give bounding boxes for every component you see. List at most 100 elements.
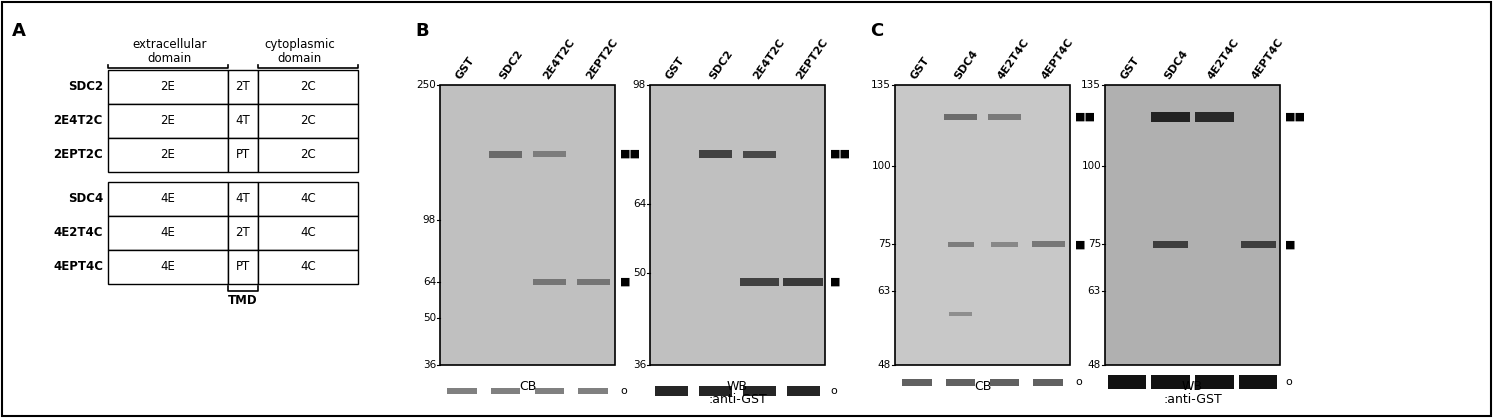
Bar <box>944 114 976 120</box>
Bar <box>1032 241 1065 247</box>
Bar <box>107 138 228 172</box>
Bar <box>107 250 228 284</box>
Bar <box>894 85 1070 365</box>
Text: SDC4: SDC4 <box>67 193 103 206</box>
Bar <box>228 250 258 284</box>
Text: A: A <box>12 22 25 40</box>
Text: 64: 64 <box>423 277 436 287</box>
Bar <box>655 386 688 396</box>
Text: 4E: 4E <box>161 260 176 273</box>
Text: 50: 50 <box>423 313 436 323</box>
Bar <box>258 216 358 250</box>
Bar <box>258 104 358 138</box>
Bar <box>440 85 615 365</box>
Text: 2C: 2C <box>300 148 317 161</box>
Text: 2T: 2T <box>236 81 251 94</box>
Text: 2EPT2C: 2EPT2C <box>585 37 620 81</box>
Bar <box>107 104 228 138</box>
Text: 48: 48 <box>878 360 891 370</box>
Bar <box>258 70 358 104</box>
Text: 4E2T4C: 4E2T4C <box>1206 37 1241 81</box>
Text: 4E: 4E <box>161 227 176 240</box>
Text: GST: GST <box>454 55 476 81</box>
Text: 135: 135 <box>870 80 891 90</box>
Bar <box>784 278 823 286</box>
Text: 98: 98 <box>423 215 436 225</box>
Text: extracellular: extracellular <box>133 38 208 51</box>
Text: 2EPT2C: 2EPT2C <box>54 148 103 161</box>
Bar <box>576 279 609 285</box>
Bar <box>1033 379 1063 386</box>
Text: ■: ■ <box>620 277 630 287</box>
Text: CB: CB <box>973 380 991 393</box>
Bar <box>533 279 566 285</box>
Text: o: o <box>830 386 836 396</box>
Bar <box>739 278 779 286</box>
Text: 4C: 4C <box>300 227 317 240</box>
Bar <box>699 386 732 396</box>
Text: 2E4T2C: 2E4T2C <box>751 37 787 81</box>
Text: 63: 63 <box>1088 286 1100 296</box>
Text: SDC4: SDC4 <box>1163 48 1190 81</box>
Text: 64: 64 <box>633 199 646 209</box>
Text: ■■: ■■ <box>1285 112 1306 122</box>
Text: 100: 100 <box>872 161 891 171</box>
Text: 4E2T4C: 4E2T4C <box>54 227 103 240</box>
Text: PT: PT <box>236 148 251 161</box>
Text: 250: 250 <box>417 80 436 90</box>
Bar <box>947 379 975 386</box>
Text: 4EPT4C: 4EPT4C <box>1250 36 1285 81</box>
Bar <box>744 386 776 396</box>
Text: 2C: 2C <box>300 115 317 127</box>
Bar <box>228 138 258 172</box>
Bar <box>107 182 228 216</box>
Bar <box>228 182 258 216</box>
Bar <box>948 242 973 247</box>
Text: GST: GST <box>664 55 687 81</box>
Bar <box>1153 241 1188 247</box>
Text: ■■: ■■ <box>830 149 851 159</box>
Text: TMD: TMD <box>228 294 258 307</box>
Text: 75: 75 <box>1088 239 1100 249</box>
Bar <box>649 85 826 365</box>
Text: 4EPT4C: 4EPT4C <box>1041 36 1075 81</box>
Text: B: B <box>415 22 428 40</box>
Text: 36: 36 <box>633 360 646 370</box>
Bar <box>533 151 566 157</box>
Text: 50: 50 <box>633 268 646 278</box>
Text: domain: domain <box>148 52 193 65</box>
Text: SDC2: SDC2 <box>67 81 103 94</box>
Text: ■: ■ <box>1285 239 1296 249</box>
Text: o: o <box>620 386 627 396</box>
Text: 36: 36 <box>423 360 436 370</box>
Bar <box>1105 85 1280 365</box>
Text: 100: 100 <box>1081 161 1100 171</box>
Bar <box>990 379 1020 386</box>
Text: 135: 135 <box>1081 80 1100 90</box>
Bar <box>228 216 258 250</box>
Text: 48: 48 <box>1088 360 1100 370</box>
Text: 4E2T4C: 4E2T4C <box>996 37 1032 81</box>
Bar <box>744 150 776 158</box>
Text: ■■: ■■ <box>1075 112 1096 122</box>
Bar <box>1241 241 1275 247</box>
Bar <box>228 70 258 104</box>
Bar <box>787 386 820 396</box>
Text: 2E4T2C: 2E4T2C <box>540 37 576 81</box>
Bar <box>491 388 521 394</box>
Bar <box>578 388 608 394</box>
Text: 2E: 2E <box>161 148 176 161</box>
Bar <box>1194 375 1233 390</box>
Bar <box>534 388 564 394</box>
Text: 4E: 4E <box>161 193 176 206</box>
Bar <box>258 138 358 172</box>
Text: ■■: ■■ <box>620 149 640 159</box>
Bar <box>991 242 1018 247</box>
Text: 75: 75 <box>878 239 891 249</box>
Text: 4C: 4C <box>300 193 317 206</box>
Bar <box>258 182 358 216</box>
Text: CB: CB <box>518 380 536 393</box>
Text: C: C <box>870 22 884 40</box>
Bar <box>699 150 732 158</box>
Bar <box>258 250 358 284</box>
